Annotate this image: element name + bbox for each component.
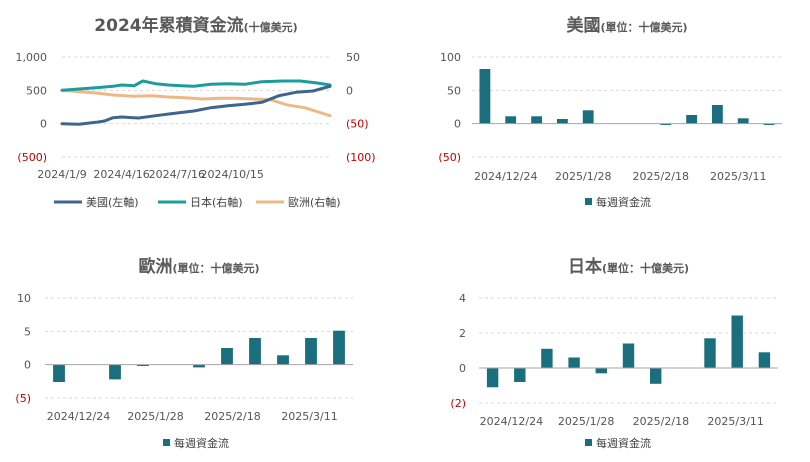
bar: [650, 368, 662, 384]
x-tick-label: 2024/7/16: [149, 168, 205, 181]
y-tick-label: 0: [459, 362, 466, 375]
chart-title-main: 日本: [568, 256, 602, 277]
legend-label: 日本(右軸): [190, 195, 243, 209]
right-tick-label: (50): [346, 118, 369, 131]
chart-title-suffix: (十億美元): [244, 20, 298, 34]
bar: [731, 315, 743, 368]
x-tick-label: 2025/1/28: [127, 410, 183, 423]
x-tick-label: 2024/12/24: [474, 170, 537, 183]
bar: [514, 368, 526, 382]
chart-title-main: 歐洲: [138, 256, 172, 277]
bar: [193, 364, 205, 368]
bar: [479, 69, 491, 124]
y-tick-label: 5: [24, 325, 31, 338]
left-tick-label: 500: [26, 84, 47, 97]
x-tick-label: 2024/10/15: [200, 168, 263, 181]
y-tick-label: 100: [440, 51, 461, 64]
chart-title: 美國(單位：十億美元): [566, 15, 687, 36]
bar: [109, 364, 121, 380]
bar: [568, 357, 580, 368]
bar: [486, 368, 499, 388]
bar: [660, 123, 672, 125]
japan-line: [60, 79, 332, 92]
x-tick-label: 2024/4/16: [93, 168, 149, 181]
chart-title-main: 2024年累積資金流: [94, 15, 243, 36]
right-tick-label: (100): [346, 151, 376, 164]
bar: [333, 330, 345, 365]
x-tick-label: 2025/3/11: [281, 410, 337, 423]
chart-title: 日本(單位：十億美元): [568, 256, 689, 277]
right-tick-label: 50: [346, 51, 360, 64]
bar: [277, 355, 289, 365]
y-tick-label: 50: [447, 84, 461, 97]
x-tick-label: 2024/1/9: [37, 168, 86, 181]
bar: [221, 348, 233, 365]
bar: [686, 115, 697, 124]
x-tick-label: 2025/1/28: [555, 170, 611, 183]
bar: [305, 338, 317, 365]
bar: [53, 364, 65, 382]
chart-title-suffix: (單位：十億美元): [600, 20, 687, 34]
x-tick-label: 2024/12/24: [480, 415, 543, 428]
x-tick-label: 2025/2/18: [204, 410, 260, 423]
legend-label: 每週資金流: [174, 436, 229, 450]
bar: [704, 338, 716, 369]
bar: [712, 105, 723, 124]
bar: [737, 118, 749, 124]
y-tick-label: 2: [459, 327, 466, 340]
y-tick-label: 0: [454, 118, 461, 131]
y-tick-label: (50): [438, 151, 461, 164]
legend-label: 每週資金流: [596, 436, 651, 450]
us-line: [60, 84, 332, 126]
y-tick-label: (2): [450, 397, 466, 410]
legend-swatch: [585, 439, 592, 446]
y-tick-label: 10: [17, 292, 31, 305]
bar: [763, 123, 775, 125]
legend-swatch: [163, 439, 170, 446]
bar: [541, 348, 553, 369]
x-tick-label: 2025/2/18: [633, 170, 689, 183]
bar: [582, 110, 594, 124]
legend-label: 每週資金流: [596, 195, 651, 209]
x-tick-label: 2025/1/28: [558, 415, 614, 428]
left-tick-label: 1,000: [16, 51, 48, 64]
y-tick-label: 4: [459, 292, 466, 305]
y-tick-label: 0: [24, 359, 31, 372]
bar: [622, 343, 635, 368]
right-tick-label: 0: [346, 84, 353, 97]
chart-title: 2024年累積資金流(十億美元): [94, 15, 297, 36]
bar: [758, 352, 771, 369]
bar: [557, 119, 568, 124]
x-tick-label: 2025/3/11: [710, 170, 766, 183]
bar: [249, 338, 261, 365]
legend-label: 歐洲(右軸): [288, 195, 341, 209]
chart-title: 歐洲(單位：十億美元): [138, 256, 259, 277]
chart-title-main: 美國: [566, 15, 600, 36]
europe-line: [60, 88, 332, 118]
chart-title-suffix: (單位：十億美元): [172, 261, 259, 275]
x-tick-label: 2025/2/18: [633, 415, 689, 428]
chart-title-suffix: (單位：十億美元): [602, 261, 689, 275]
left-tick-label: 0: [40, 118, 47, 131]
x-tick-label: 2024/12/24: [47, 410, 110, 423]
y-tick-label: (5): [15, 392, 31, 405]
left-tick-label: (500): [17, 151, 47, 164]
legend-swatch: [585, 198, 592, 205]
bar: [137, 364, 149, 366]
bar: [531, 116, 542, 124]
legend-label: 美國(左軸): [86, 195, 139, 209]
bar: [595, 368, 607, 374]
bar: [505, 116, 517, 124]
x-tick-label: 2025/3/11: [707, 415, 763, 428]
